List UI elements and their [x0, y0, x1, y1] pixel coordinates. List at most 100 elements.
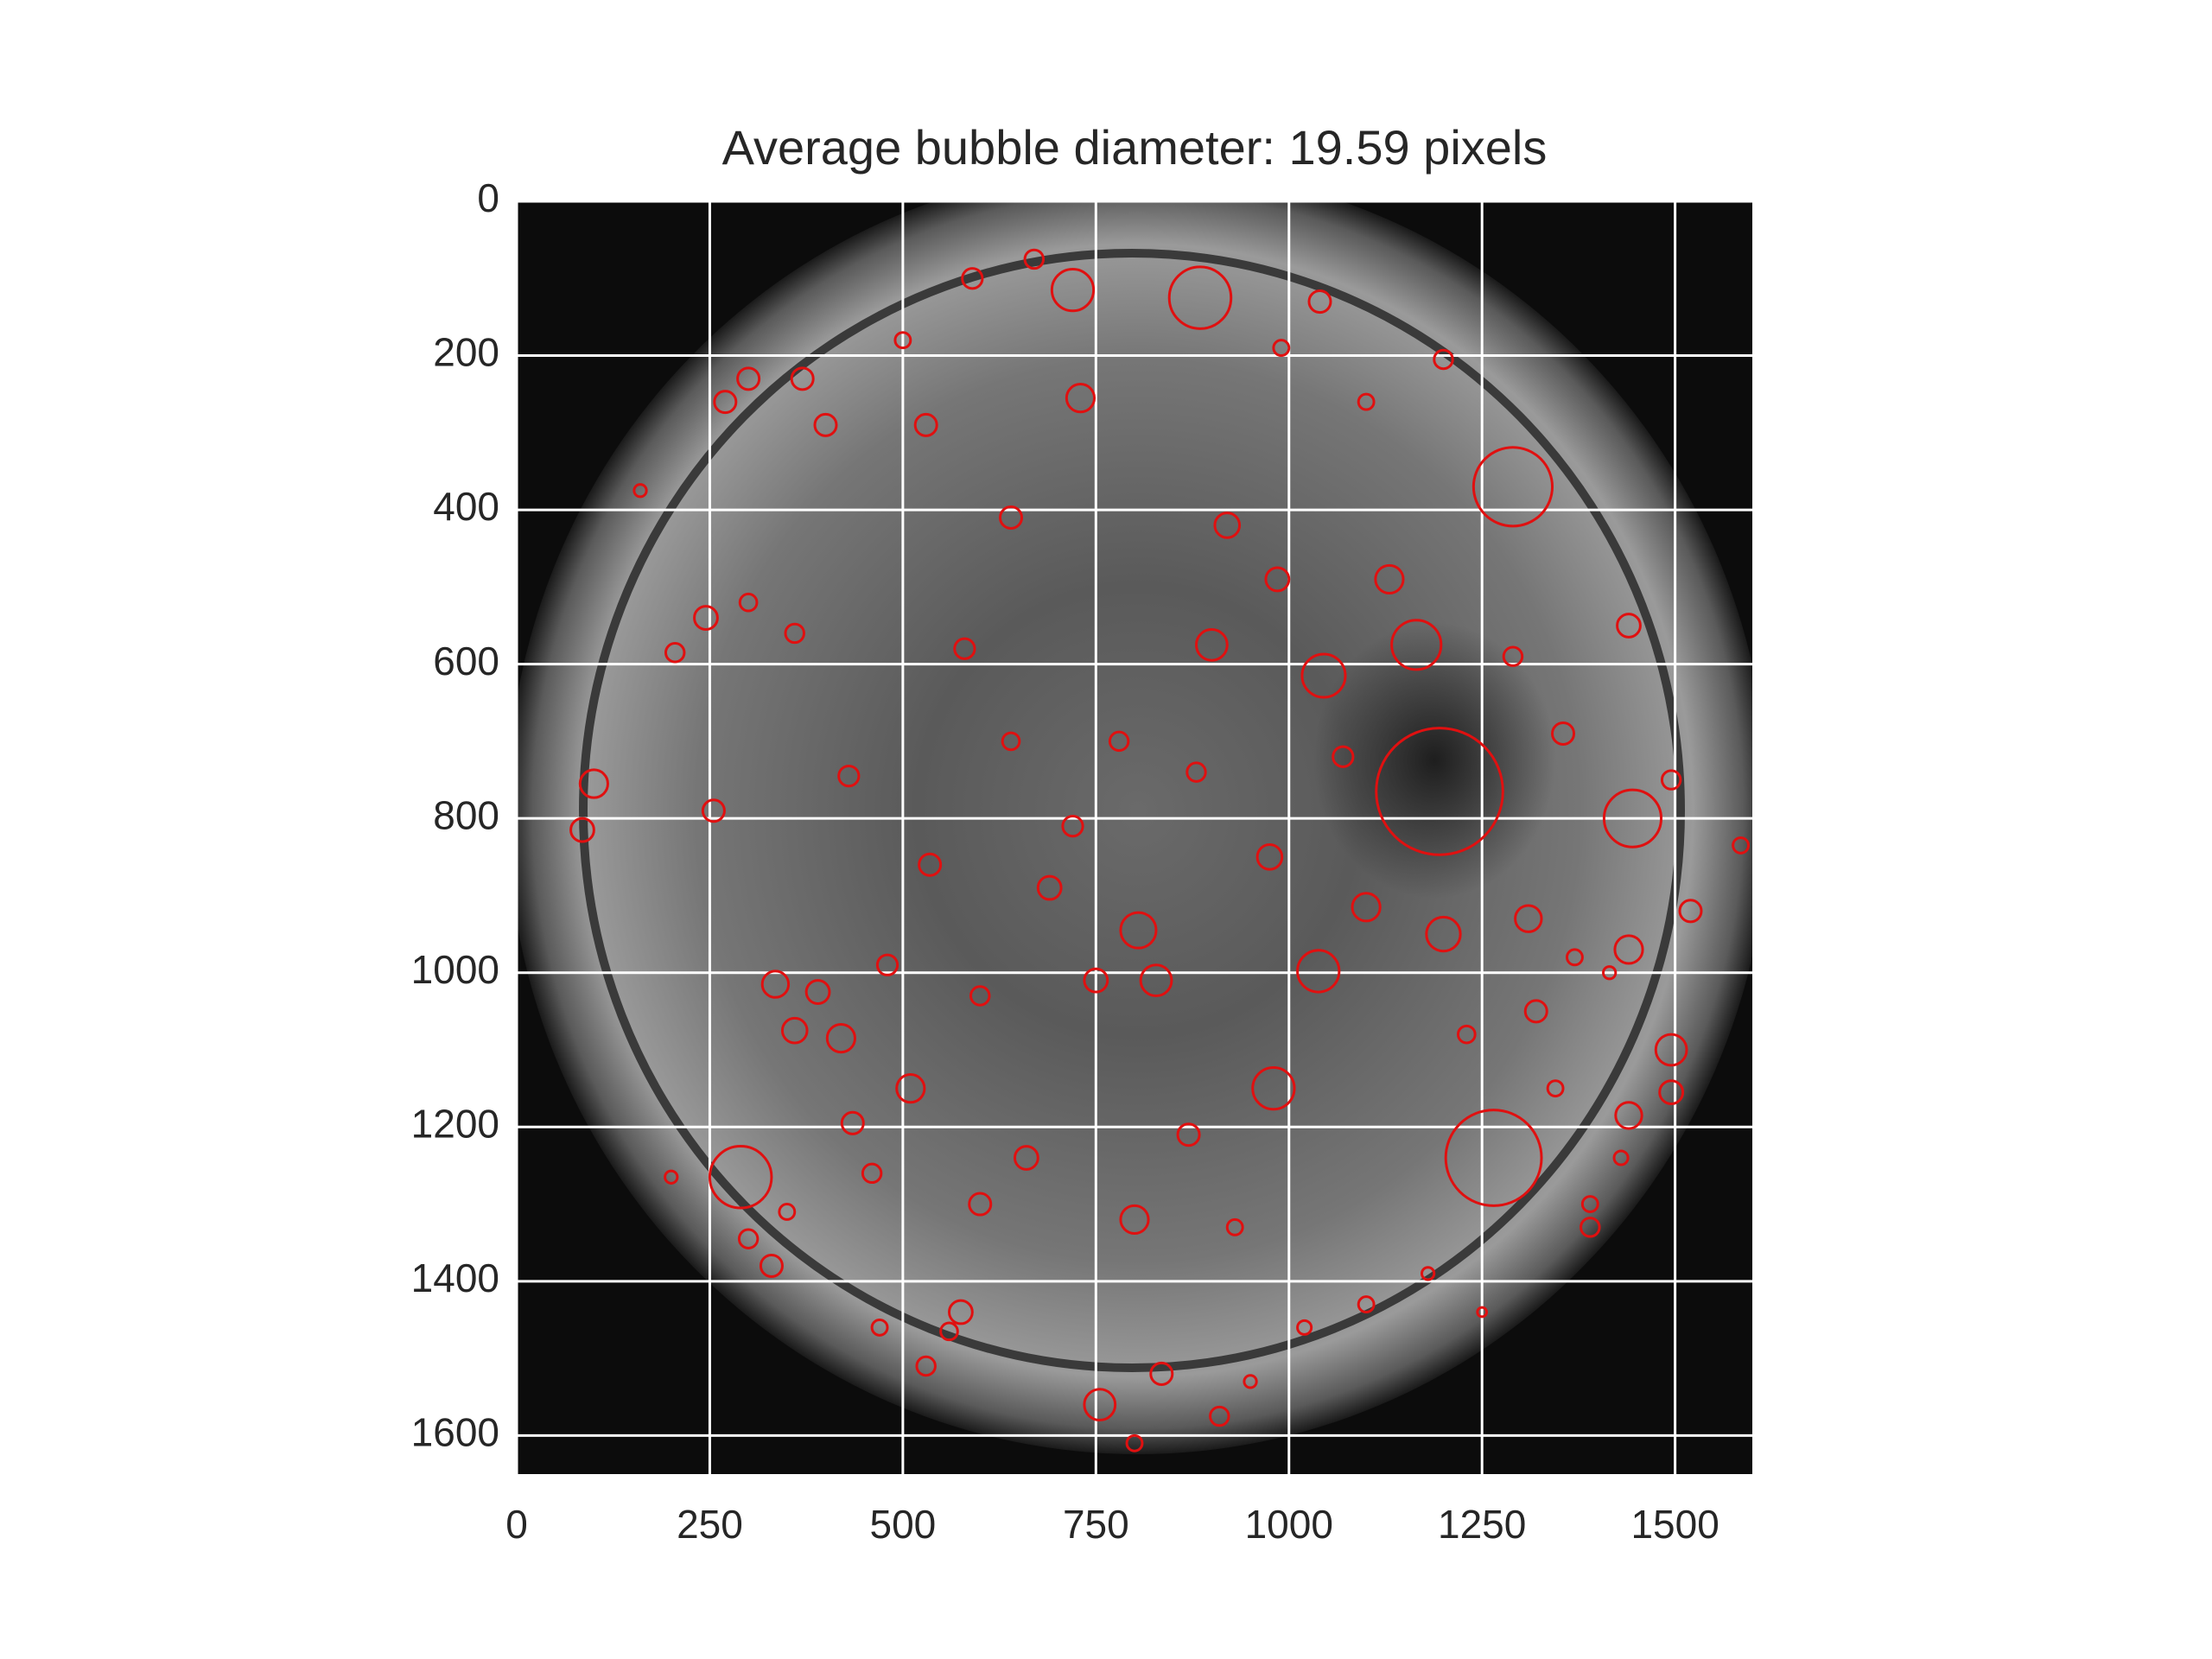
bubble-circle: [1061, 814, 1084, 838]
bubble-circle: [953, 637, 976, 660]
bubble-circle: [1108, 730, 1130, 753]
dark-region: [1313, 622, 1555, 899]
bubble-circle: [1125, 1433, 1144, 1452]
bubble-circle: [1660, 769, 1682, 791]
bubble-circle: [804, 979, 831, 1005]
image: [517, 201, 1752, 1474]
labels: 0 250 500 750 1000 1250 1500 0 200 400 600 800 1000 1…: [411, 175, 1719, 1547]
bubble-circle: [875, 953, 899, 976]
bubble-circle: [1654, 1033, 1688, 1067]
bubble-circle: [664, 642, 686, 664]
bubble-circle: [780, 1016, 809, 1045]
bubble-circle: [998, 505, 1024, 531]
bubble-circle: [1119, 1204, 1150, 1235]
bubble-circle: [1471, 446, 1554, 528]
bubble-circle: [1374, 563, 1405, 595]
bubble-circle: [840, 1110, 865, 1135]
bubble-circle: [1476, 1306, 1489, 1319]
y-tick-label: 800: [433, 792, 499, 837]
bubble-circle: [1083, 967, 1109, 994]
x-tick-label: 500: [870, 1502, 937, 1547]
bubble-circle: [1001, 731, 1021, 752]
bubble-circle: [861, 1162, 883, 1185]
bubble-circle: [1502, 645, 1524, 667]
bubble-circle: [569, 817, 595, 843]
grid: [515, 200, 1752, 1474]
vessel: [517, 201, 1752, 1454]
bubble-circle: [1614, 1101, 1643, 1130]
bubble-circle: [1065, 383, 1096, 414]
y-tick-label: 1200: [411, 1101, 499, 1146]
bubble-circle: [1225, 1217, 1244, 1236]
bubble-circle: [1420, 1266, 1436, 1281]
bubble-circle: [939, 1321, 959, 1342]
y-tick-label: 1600: [411, 1410, 499, 1455]
bubble-circle: [895, 1073, 926, 1104]
bubble-circle: [915, 1355, 937, 1377]
bubble-circle: [813, 412, 838, 437]
x-tick-label: 750: [1063, 1502, 1129, 1547]
bubble-circle: [784, 622, 805, 645]
bubble-circle: [759, 1253, 784, 1278]
x-tick-label: 0: [505, 1502, 528, 1547]
bubble-circle: [1243, 1374, 1258, 1389]
y-tick-label: 0: [477, 175, 499, 220]
y-tick-label: 600: [433, 639, 499, 683]
bubble-circle: [713, 390, 738, 415]
x-tick-label: 1500: [1630, 1502, 1719, 1547]
bubble-circle: [1658, 1079, 1685, 1106]
bubble-circle: [1209, 1405, 1230, 1427]
bubble-circle: [1425, 915, 1462, 953]
bubble-circle: [1612, 1149, 1630, 1166]
bubble-circle: [1213, 512, 1242, 539]
bubble-circle: [708, 1145, 773, 1210]
vessel-ring: [579, 249, 1685, 1372]
x-tick-label: 1250: [1438, 1502, 1526, 1547]
y-tick-label: 1400: [411, 1255, 499, 1300]
bubble-circle: [578, 768, 609, 799]
bubble-circle: [913, 412, 938, 437]
bubble-circle: [1139, 963, 1173, 998]
bubble-circle: [968, 1192, 993, 1217]
chart-title: Average bubble diameter: 19.59 pixels: [722, 120, 1548, 175]
bubble-circle: [1523, 999, 1548, 1024]
bubble-circle: [1307, 289, 1332, 315]
bubble-circle: [1255, 843, 1284, 871]
bubble-circle: [1375, 727, 1504, 856]
bubble-circle: [1433, 348, 1454, 371]
bubble-circle: [1546, 1079, 1565, 1098]
bubble-circle: [893, 331, 912, 350]
bubble-circle: [790, 366, 815, 391]
bubble-circle: [1083, 1388, 1117, 1422]
bubble-circle: [948, 1299, 974, 1325]
bubble-circle: [701, 798, 726, 823]
bubble-circle: [778, 1203, 797, 1221]
bubble-circle: [1296, 949, 1341, 994]
bubble-circle: [1176, 1122, 1201, 1147]
bubble-circle: [1732, 836, 1751, 855]
y-tick-label: 400: [433, 484, 499, 529]
bubble-circle: [1050, 268, 1096, 313]
bubble-circle: [1602, 788, 1663, 849]
y-tick-label: 1000: [411, 947, 499, 992]
bubble-circle: [1580, 1217, 1601, 1238]
bubble-circle: [1357, 1295, 1376, 1314]
bubble-circle: [1119, 911, 1158, 950]
bubble-circle: [870, 1318, 889, 1337]
bubble-circle: [825, 1023, 856, 1054]
bubble-circle: [961, 267, 984, 290]
bubble-circle: [664, 1169, 679, 1185]
bubble-circle: [1332, 745, 1355, 768]
bubble-circle: [1514, 904, 1543, 933]
bubble-circle: [969, 985, 991, 1007]
bubble-circle: [1023, 248, 1046, 270]
bubble-circle: [1296, 1319, 1313, 1336]
bubble-circle: [1351, 892, 1382, 923]
bubble-circle: [632, 483, 648, 499]
bubble-circle: [1456, 1024, 1477, 1045]
bubble-circle: [837, 764, 861, 788]
bubble-circle: [1390, 619, 1443, 671]
bubble-circle: [1566, 948, 1584, 967]
bubble-circle: [1580, 1195, 1599, 1213]
